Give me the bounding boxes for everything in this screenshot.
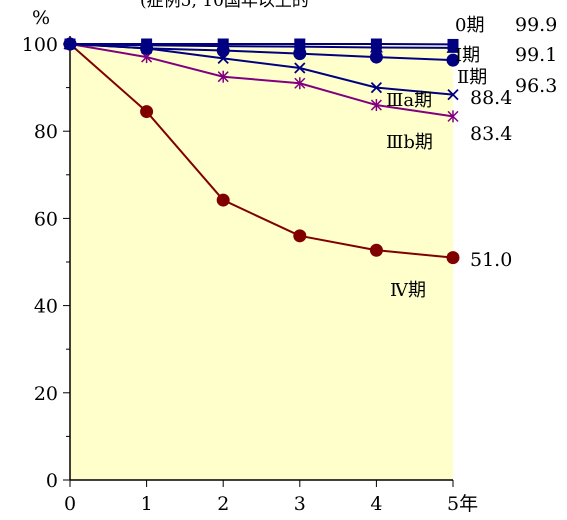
series-0 bbox=[64, 38, 459, 50]
y-tick-label: 60 bbox=[34, 208, 58, 230]
data-point bbox=[370, 38, 382, 50]
series-line bbox=[69, 43, 454, 62]
stage-label: Ⅰ期 bbox=[455, 45, 480, 66]
data-point-stroke bbox=[370, 81, 383, 94]
data-point bbox=[64, 38, 76, 50]
x-tick-label: 4 bbox=[370, 493, 382, 515]
x-tick-label: 2 bbox=[217, 493, 229, 515]
end-value-label: 96.3 bbox=[515, 75, 557, 97]
plot-area bbox=[70, 44, 453, 480]
series-line bbox=[69, 43, 454, 49]
x-tick-label: 3 bbox=[294, 493, 306, 515]
data-point bbox=[446, 251, 460, 265]
data-point bbox=[294, 62, 306, 74]
data-point bbox=[447, 38, 459, 50]
x-tick-label: 0 bbox=[64, 493, 76, 515]
data-point bbox=[447, 88, 459, 101]
top-caption: (症例5, 10国年以上的 bbox=[140, 0, 309, 11]
y-axis-unit-label: % bbox=[32, 7, 50, 29]
data-point bbox=[446, 53, 460, 67]
y-tick-label: 100 bbox=[22, 34, 58, 56]
end-value-label: 83.4 bbox=[470, 123, 512, 145]
data-point bbox=[370, 81, 383, 94]
y-tick-label: 20 bbox=[34, 383, 58, 405]
data-point bbox=[294, 38, 306, 50]
data-point bbox=[369, 243, 383, 257]
data-point bbox=[294, 77, 306, 90]
x-tick-label: 5年 bbox=[447, 493, 478, 515]
stage-label: Ⅱ期 bbox=[457, 67, 487, 88]
data-point-stroke bbox=[447, 88, 459, 101]
data-point-stroke bbox=[294, 62, 306, 74]
series-layer bbox=[63, 37, 460, 265]
stage-label: 0期 bbox=[455, 15, 484, 36]
x-tick-label: 1 bbox=[141, 493, 153, 515]
data-point bbox=[447, 110, 459, 123]
y-tick-label: 40 bbox=[34, 296, 58, 318]
series-line bbox=[69, 43, 454, 118]
end-value-label: 99.1 bbox=[515, 44, 557, 66]
data-point bbox=[217, 70, 229, 83]
end-value-label: 99.9 bbox=[515, 14, 557, 36]
data-point bbox=[369, 50, 383, 64]
stage-label: Ⅳ期 bbox=[390, 280, 426, 301]
series-line bbox=[69, 43, 454, 259]
end-value-label: 51.0 bbox=[470, 249, 512, 271]
data-point bbox=[370, 99, 382, 112]
y-tick-label: 80 bbox=[34, 121, 58, 143]
y-tick-label: 0 bbox=[46, 470, 58, 492]
end-value-label: 88.4 bbox=[470, 87, 512, 109]
data-point bbox=[217, 38, 229, 50]
data-point bbox=[293, 229, 307, 243]
axes: 0 20 40 60 80 100 0 1 2 3 4 5年 bbox=[22, 34, 478, 515]
data-point bbox=[140, 105, 154, 119]
series-4 bbox=[64, 38, 459, 123]
stage-label: Ⅲb期 bbox=[386, 132, 433, 153]
data-point bbox=[216, 193, 230, 207]
data-point bbox=[141, 38, 153, 50]
stage-label: Ⅲa期 bbox=[386, 90, 432, 111]
